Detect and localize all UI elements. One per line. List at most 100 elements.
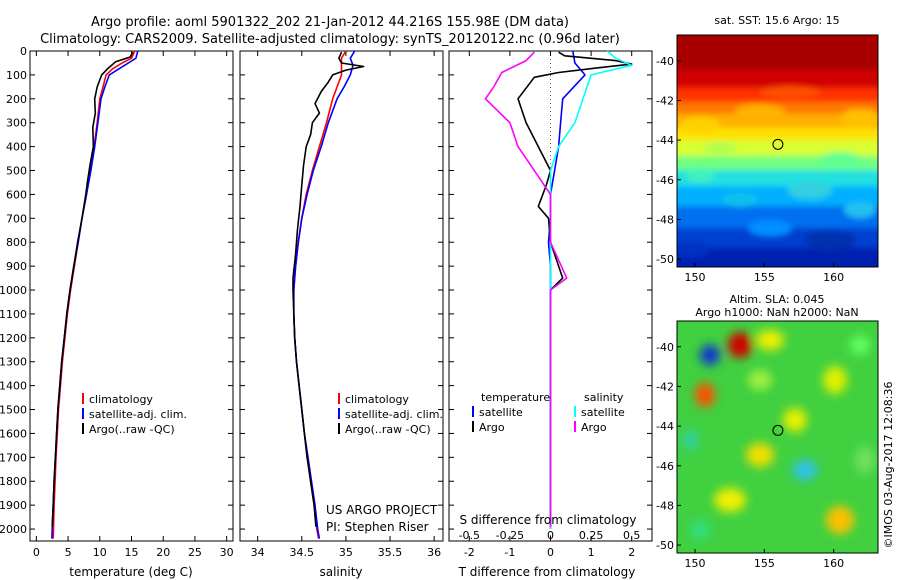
map-x-tick-label: 150 [685,557,706,570]
depth-tick-label: 1900 [0,499,27,512]
map-x-tick-label: 155 [754,557,775,570]
x-tick-label: 10 [93,546,107,559]
depth-tick-label: 900 [6,260,27,273]
depth-tick-label: 2000 [0,523,27,536]
x-tick-label: 20 [156,546,170,559]
argo-position-marker [772,138,784,150]
map-y-tick-label: -50 [656,253,674,266]
salinity-axis-label: salinity [319,565,362,579]
depth-tick-label: 1100 [0,308,27,321]
x-tick-label: 0 [33,546,40,559]
x-tick-label: -1 [504,546,515,559]
sst-map-title: sat. SST: 15.6 Argo: 15 [714,14,839,27]
map-y-tick-label: -48 [656,213,674,226]
temperature-series-line [51,50,139,539]
map-y-tick-label: -42 [656,94,674,107]
salinity-panel-frame [239,50,444,542]
depth-tick-label: 0 [20,45,27,58]
x-tick-label: 34.5 [290,546,315,559]
depth-tick-label: 1700 [0,451,27,464]
x-tick-label: 5 [65,546,72,559]
depth-tick-label: 600 [6,188,27,201]
map-x-tick-label: 150 [685,271,706,284]
difference-panel: -2 -1 0 1 2-0.5 -0.25 0 0.25 0.5temperaturesatel… [449,50,652,559]
x-tick-label: 0 [547,546,554,559]
x-tick-label: 15 [125,546,139,559]
x-tick-label: 1 [588,546,595,559]
map-y-tick-label: -42 [656,380,674,393]
depth-tick-label: 700 [6,212,27,225]
depth-axis-labels: 0 100 200 300 400 500 600 700 800 900 1000 1100 1200… [0,45,27,536]
project-name: US ARGO PROJECT [326,503,438,517]
depth-tick-label: 500 [6,165,27,178]
figure-title-line2: Climatology: CARS2009. Satellite-adjuste… [40,32,620,47]
x-tick-label-salinity: -0.5 [459,529,480,542]
depth-tick-label: 1200 [0,332,27,345]
sla-map-title-line1: Altim. SLA: 0.045 [729,293,824,306]
map-y-tick-label: -46 [656,174,674,187]
legend-label: Argo(..raw -QC) [345,423,431,436]
map-y-tick-label: -44 [656,420,674,433]
depth-tick-label: 1600 [0,427,27,440]
legend-label: Argo(..raw -QC) [89,423,175,436]
x-tick-label: 35.5 [378,546,403,559]
map-y-tick-label: -40 [656,55,674,68]
depth-tick-label: 800 [6,236,27,249]
salinity-series-line [293,50,347,539]
figure-title-line1: Argo profile: aoml 5901322_202 21-Jan-20… [91,15,569,30]
depth-tick-label: 1400 [0,380,27,393]
imos-credit: ©IMOS 03-Aug-2017 12:08:36 [882,382,895,549]
legend-label: Argo [581,421,607,434]
depth-tick-label: 1800 [0,475,27,488]
map-y-tick-label: -40 [656,341,674,354]
map-x-tick-label: 160 [823,557,844,570]
map-y-tick-label: -50 [656,539,674,552]
sst-map [677,35,878,267]
temperature-series-line [51,51,134,527]
temperature-panel-frame [29,50,234,542]
salinity-difference-line [484,51,568,527]
x-tick-label: 30 [220,546,234,559]
depth-tick-label: 300 [6,117,27,130]
map-x-tick-label: 155 [754,271,775,284]
depth-tick-label: 1500 [0,404,27,417]
sla-map-frame [676,320,879,554]
salinity-series-line [292,51,365,527]
x-tick-label: 25 [188,546,202,559]
map-y-tick-label: -48 [656,499,674,512]
temperature-difference-line [547,50,586,529]
legend-label: satellite [479,406,523,419]
legend-header: salinity [584,391,624,404]
map-y-tick-label: -46 [656,460,674,473]
map-y-tick-label: -44 [656,134,674,147]
legend-label: climatology [89,393,153,406]
t-difference-axis-label: T difference from climatology [458,565,636,579]
x-tick-label: 2 [628,546,635,559]
x-tick-label: 35 [339,546,353,559]
x-tick-label-salinity: -0.25 [496,529,524,542]
x-tick-label: -2 [464,546,475,559]
x-tick-label-salinity: 0.25 [579,529,604,542]
legend-header: temperature [481,391,550,404]
legend-label: satellite-adj. clim. [89,408,187,421]
x-tick-label: 34 [251,546,265,559]
legend-label: satellite [581,406,625,419]
legend-label: climatology [345,393,409,406]
depth-tick-label: 200 [6,93,27,106]
temperature-panel: 0 5 10 15 20 25 30 climatology satellite-adj. cl… [30,50,234,559]
principal-investigator: PI: Stephen Riser [326,520,429,534]
depth-tick-label: 400 [6,141,27,154]
depth-tick-label: 100 [6,69,27,82]
sla-map [677,321,878,553]
map-x-tick-label: 160 [823,271,844,284]
x-tick-label: 36 [427,546,441,559]
legend-label: satellite-adj. clim. [345,408,443,421]
depth-tick-label: 1300 [0,356,27,369]
salinity-difference-line [549,50,633,529]
sla-map-axes: 150 155 160 -40 -42 -44 -46 -48 -50 [656,341,844,570]
sst-map-axes: 150 155 160 -40 -42 -44 -46 -48 -50 [656,55,844,284]
sst-map-frame [676,34,879,268]
s-difference-axis-label: S difference from climatology [460,513,637,527]
legend-label: Argo [479,421,505,434]
